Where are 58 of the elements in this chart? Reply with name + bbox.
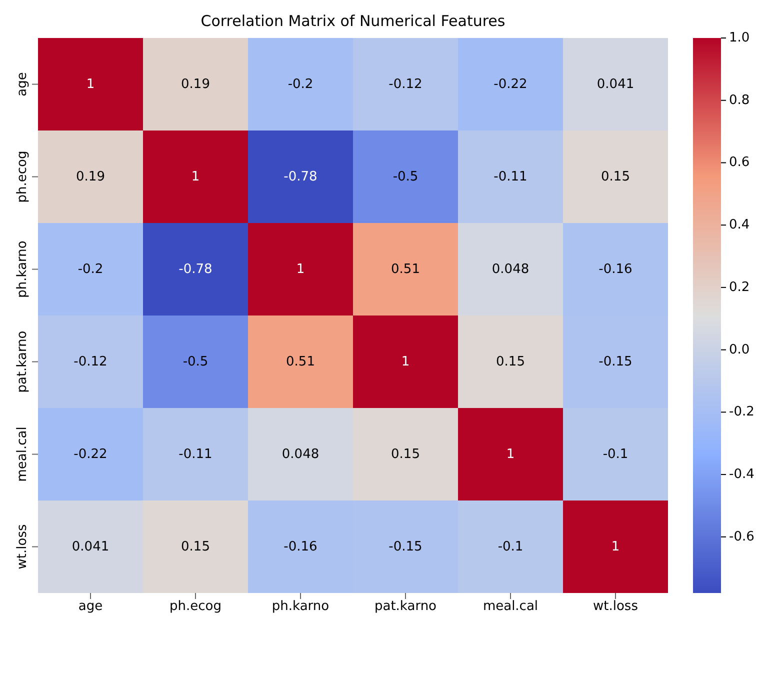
y-tick-label: meal.cal bbox=[15, 426, 30, 482]
color-bar-label: 0.4 bbox=[729, 218, 750, 233]
data-label: -0.11 bbox=[178, 446, 212, 462]
data-label: -0.15 bbox=[598, 354, 632, 370]
color-bar-label: 0.0 bbox=[729, 342, 750, 358]
data-label: 0.15 bbox=[601, 169, 630, 184]
color-bar-label: 0.8 bbox=[729, 92, 750, 108]
y-tick-label: wt.loss bbox=[15, 524, 30, 570]
data-label: -0.15 bbox=[388, 539, 422, 554]
y-tick-label: pat.karno bbox=[15, 330, 30, 393]
data-label: -0.2 bbox=[78, 262, 104, 277]
color-bar-label: -0.4 bbox=[729, 467, 754, 482]
data-label: 0.51 bbox=[286, 354, 315, 370]
x-tick-label: pat.karno bbox=[374, 599, 437, 614]
data-label: 0.041 bbox=[72, 539, 110, 554]
data-label: 1 bbox=[611, 539, 620, 554]
data-label: 0.15 bbox=[391, 446, 420, 462]
data-label: -0.16 bbox=[598, 262, 632, 277]
data-label: -0.22 bbox=[494, 76, 528, 92]
data-label: -0.1 bbox=[498, 539, 524, 554]
data-label: 0.15 bbox=[181, 539, 210, 554]
color-bar-label: -0.2 bbox=[729, 404, 754, 420]
data-label: -0.78 bbox=[178, 262, 212, 277]
data-label: 0.041 bbox=[596, 76, 634, 92]
data-label: -0.1 bbox=[602, 446, 628, 462]
data-label: 0.51 bbox=[391, 262, 420, 277]
y-tick-label: ph.karno bbox=[15, 240, 30, 298]
color-bar-label: 1.0 bbox=[729, 30, 750, 46]
x-tick-label: age bbox=[78, 599, 103, 614]
data-label: -0.12 bbox=[388, 76, 422, 92]
data-label: -0.12 bbox=[74, 354, 108, 370]
color-bar-label: 0.6 bbox=[729, 155, 750, 170]
color-bar-label: 0.2 bbox=[729, 280, 750, 295]
data-label: 0.19 bbox=[181, 76, 210, 92]
data-label: 0.048 bbox=[492, 262, 530, 277]
y-tick-label: ph.ecog bbox=[15, 150, 30, 203]
data-label: 0.19 bbox=[76, 169, 105, 184]
x-tick-label: meal.cal bbox=[482, 599, 538, 614]
data-label: -0.22 bbox=[74, 446, 108, 462]
color-bar-label: -0.6 bbox=[729, 529, 754, 544]
data-label: 1 bbox=[296, 262, 305, 277]
x-tick-label: ph.karno bbox=[272, 599, 330, 614]
data-label: 1 bbox=[86, 76, 95, 92]
data-label: 0.15 bbox=[496, 354, 525, 370]
chart-title: Correlation Matrix of Numerical Features bbox=[200, 12, 506, 30]
data-label: -0.11 bbox=[494, 169, 528, 184]
data-label: -0.78 bbox=[284, 169, 318, 184]
data-label: 1 bbox=[506, 446, 515, 462]
data-label: 0.048 bbox=[282, 446, 320, 462]
x-tick-label: ph.ecog bbox=[170, 599, 222, 614]
data-label: -0.5 bbox=[392, 169, 418, 184]
data-label: 1 bbox=[401, 354, 410, 370]
data-label: -0.2 bbox=[288, 76, 314, 92]
data-label: -0.5 bbox=[182, 354, 208, 370]
data-label: 1 bbox=[191, 169, 200, 184]
y-tick-label: age bbox=[15, 72, 30, 96]
x-tick-label: wt.loss bbox=[593, 599, 638, 614]
data-label: -0.16 bbox=[284, 539, 318, 554]
